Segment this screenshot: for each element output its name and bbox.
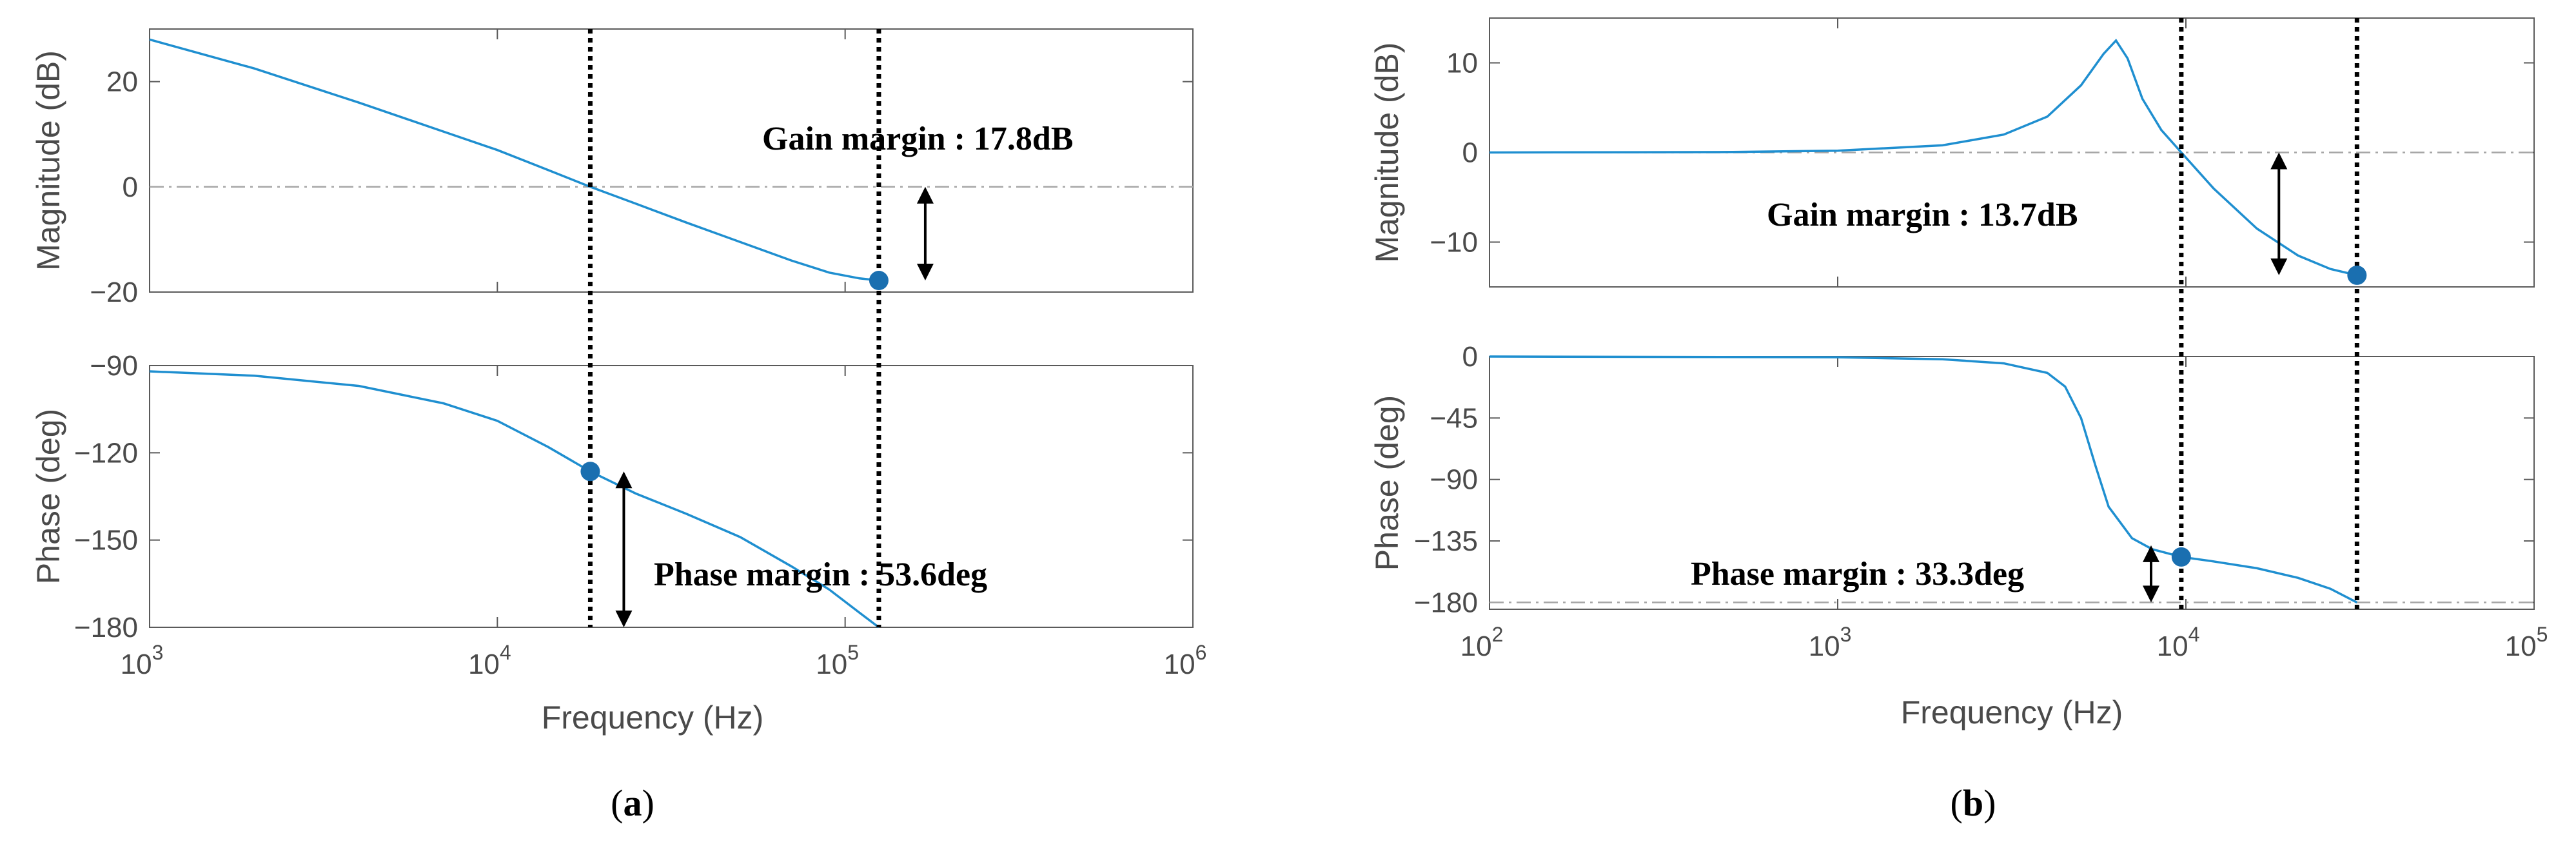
phase-axes-frame — [1489, 356, 2535, 610]
x-tick-label: 104 — [468, 641, 511, 680]
gain-margin-arrow-head-down — [916, 264, 934, 281]
y-tick-label: −45 — [1430, 402, 1478, 434]
magnitude-curve — [149, 38, 880, 282]
x-tick-label: 103 — [121, 641, 164, 680]
y-tick-label: −180 — [74, 612, 138, 643]
gain-margin-marker — [2347, 265, 2367, 285]
phase-axis-label: Phase (deg) — [30, 409, 66, 584]
bode-panel-b: 10 0 −10 Magnitude (dB) 0 −45 −90 −135 −180 Phase… — [1369, 17, 2548, 824]
phase-curve — [149, 370, 880, 629]
phase-subplot-b: 0 −45 −90 −135 −180 Phase (deg) — [1369, 341, 2535, 618]
phase-margin-label: Phase margin : 53.6deg — [654, 556, 987, 593]
y-tick-label: 20 — [106, 66, 138, 98]
magnitude-axis-label: Magnitude (dB) — [1369, 43, 1405, 263]
y-tick-label: −90 — [90, 350, 138, 382]
magnitude-subplot-a: 20 0 −20 Magnitude (dB) — [30, 28, 1194, 308]
y-tick-label: 0 — [1462, 341, 1478, 373]
y-tick-label: −150 — [74, 525, 138, 556]
phase-margin-arrow-head-up — [615, 471, 633, 489]
y-tick-label: −20 — [90, 277, 138, 308]
gain-margin-arrow-head-up — [2270, 152, 2288, 170]
phase-margin-marker — [580, 462, 600, 482]
phase-margin-arrow-head-down — [615, 611, 633, 627]
phase-axis-label: Phase (deg) — [1369, 395, 1405, 571]
y-tick-label: −135 — [1414, 525, 1478, 557]
magnitude-subplot-b: 10 0 −10 Magnitude (dB) — [1369, 17, 2535, 288]
phase-curve — [1489, 355, 2358, 603]
x-tick-label: 102 — [1460, 623, 1504, 662]
phase-margin-marker — [2171, 547, 2191, 567]
y-tick-label: 0 — [1462, 137, 1478, 169]
bode-panel-a: 20 0 −20 Magnitude (dB) −90 −120 −150 −180 Phase… — [30, 28, 1207, 824]
gain-margin-arrow-head-down — [2270, 258, 2288, 275]
x-axis-label: Frequency (Hz) — [1901, 694, 2123, 730]
x-tick-label: 106 — [1164, 641, 1207, 680]
x-tick-label: 103 — [1809, 623, 1852, 662]
y-tick-label: −10 — [1430, 227, 1478, 259]
gain-margin-marker — [869, 271, 889, 291]
x-tick-label: 105 — [816, 641, 859, 680]
y-tick-label: 0 — [123, 171, 138, 203]
panel-label: (b) — [1951, 782, 1996, 824]
phase-margin-label: Phase margin : 33.3deg — [1691, 556, 2024, 592]
y-tick-label: −180 — [1414, 587, 1478, 618]
phase-margin-arrow-head-up — [2143, 545, 2159, 562]
y-tick-label: −120 — [74, 437, 138, 469]
y-tick-label: 10 — [1446, 48, 1478, 79]
x-tick-label: 104 — [2157, 623, 2200, 662]
phase-axes-frame — [149, 365, 1194, 628]
phase-margin-arrow-head-down — [2143, 585, 2159, 603]
x-tick-label: 105 — [2505, 623, 2548, 662]
panel-label: (a) — [611, 782, 654, 824]
x-axis-label: Frequency (Hz) — [542, 700, 764, 736]
magnitude-curve — [1489, 38, 2357, 277]
magnitude-axes-frame — [149, 28, 1194, 293]
y-tick-label: −90 — [1430, 464, 1478, 496]
phase-subplot-a: −90 −120 −150 −180 Phase (deg) — [30, 350, 1194, 643]
gain-margin-arrow-head-up — [916, 186, 934, 204]
gain-margin-label: Gain margin : 13.7dB — [1767, 197, 2078, 233]
gain-margin-label: Gain margin : 17.8dB — [762, 121, 1074, 157]
magnitude-axis-label: Magnitude (dB) — [30, 50, 66, 271]
